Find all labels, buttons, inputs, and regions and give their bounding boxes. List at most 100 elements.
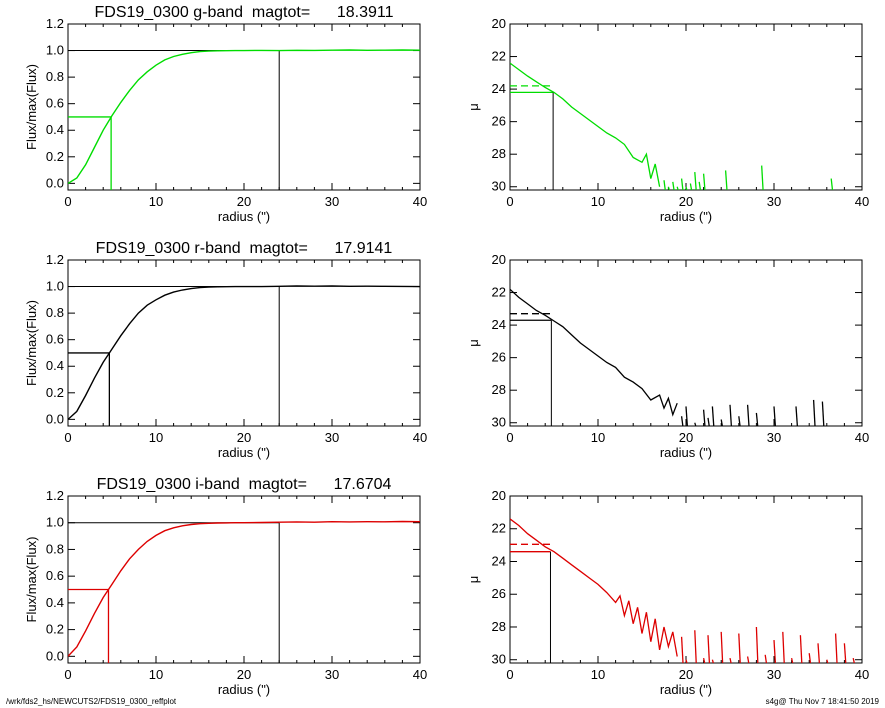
plot-frame	[67, 259, 421, 427]
x-axis-label: radius (")	[218, 445, 270, 460]
plot-area	[68, 520, 420, 663]
y-tick-label: 0.2	[46, 385, 64, 400]
x-tick-label: 0	[506, 667, 513, 682]
x-tick-label: 20	[237, 430, 251, 445]
profile-noise-segment	[755, 412, 759, 426]
footer-stamp: s4g@ Thu Nov 7 18:41:50 2019	[765, 697, 879, 706]
profile-noise-segment	[764, 654, 768, 663]
profile-noise-segment	[680, 636, 684, 663]
profile-noise-segment	[711, 659, 715, 663]
profile-noise-segment	[830, 178, 834, 190]
x-tick-label: 0	[64, 667, 71, 682]
profile-noise-segment	[738, 416, 741, 426]
x-tick-label: 0	[64, 194, 71, 209]
profile-noise-segment	[694, 630, 697, 663]
surface-brightness-profile	[510, 288, 678, 417]
x-axis-label: radius (")	[218, 209, 270, 224]
profile-noise-segment	[746, 404, 750, 426]
y-tick-label: 0.8	[46, 305, 64, 320]
profile-noise-segment	[773, 640, 777, 663]
x-tick-label: 40	[413, 430, 427, 445]
plot-area	[68, 285, 420, 426]
profile-noise-segment	[852, 657, 855, 663]
panel-profile-r: 0 10 20 30 40 20 22 24 26 28 30 radius (") μ	[466, 252, 869, 460]
y-tick-label: 0.4	[46, 122, 64, 137]
x-tick-label: 10	[149, 430, 163, 445]
profile-noise-segment	[663, 180, 666, 190]
profile-noise-segment	[799, 635, 803, 663]
profile-noise-segment	[702, 409, 706, 426]
x-tick-label: 40	[855, 667, 869, 682]
x-tick-label: 40	[855, 194, 869, 209]
profile-noise-segment	[782, 631, 785, 663]
profile-noise-segment	[702, 657, 706, 663]
y-tick-label: 26	[492, 114, 506, 129]
y-tick-label: 24	[492, 81, 506, 96]
profile-noise-segment	[694, 422, 697, 426]
y-tick-label: 0.2	[46, 622, 64, 637]
profile-noise-segment	[817, 643, 821, 663]
x-axis-label: radius (")	[660, 682, 712, 697]
x-tick-label: 20	[679, 667, 693, 682]
y-tick-label: 20	[492, 252, 506, 267]
x-tick-label: 20	[679, 194, 693, 209]
profile-noise-segment	[795, 406, 799, 426]
y-tick-label: 22	[492, 521, 506, 536]
x-tick-label: 10	[591, 667, 605, 682]
x-tick-label: 40	[413, 667, 427, 682]
panel-title: FDS19_0300 r-band magtot= 17.9141	[96, 240, 393, 257]
profile-noise-segment	[702, 173, 706, 190]
profile-noise-segment	[672, 181, 675, 190]
y-tick-label: 0.8	[46, 69, 64, 84]
plot-frame	[509, 23, 863, 191]
y-tick-label: 1.0	[46, 43, 64, 58]
panel-profile-i: 0 10 20 30 40 20 22 24 26 28 30 radius (") μ	[466, 488, 869, 697]
profile-noise-segment	[694, 172, 697, 190]
plot-area	[510, 288, 825, 426]
profile-noise-segment	[676, 186, 679, 190]
growth-curve	[68, 49, 420, 184]
x-axis-label: radius (")	[218, 682, 270, 697]
x-tick-label: 10	[591, 194, 605, 209]
profile-noise-segment	[746, 656, 750, 663]
y-tick-label: 30	[492, 652, 506, 667]
profile-noise-segment	[667, 186, 671, 190]
y-tick-label: 22	[492, 49, 506, 64]
surface-brightness-profile	[510, 518, 678, 657]
y-tick-label: 1.2	[46, 16, 64, 31]
profile-noise-segment	[738, 633, 741, 663]
panel-growth-i: 0 10 20 30 40 0.0 0.2 0.4 0.6 0.8 1.0 1.2 radius (")…	[24, 476, 427, 697]
x-tick-label: 0	[64, 430, 71, 445]
x-tick-label: 20	[237, 194, 251, 209]
profile-noise-segment	[812, 399, 816, 426]
x-tick-label: 10	[149, 194, 163, 209]
profile-noise-segment	[729, 404, 733, 426]
y-tick-label: 0.0	[46, 648, 64, 663]
profile-noise-segment	[808, 653, 812, 663]
panel-growth-r: 0 10 20 30 40 0.0 0.2 0.4 0.6 0.8 1.0 1.2 radius (")…	[24, 240, 427, 460]
profile-noise-segment	[821, 401, 825, 426]
profile-noise-segment	[720, 631, 724, 663]
y-tick-label: 26	[492, 586, 506, 601]
y-tick-label: 1.2	[46, 488, 64, 503]
profile-noise-segment	[680, 416, 684, 426]
y-tick-label: 28	[492, 619, 506, 634]
y-axis-label: μ	[466, 339, 481, 347]
x-tick-label: 30	[325, 667, 339, 682]
y-tick-label: 0.2	[46, 149, 64, 164]
growth-curve	[68, 285, 420, 420]
x-axis-label: radius (")	[660, 445, 712, 460]
plot-area	[68, 49, 420, 190]
x-tick-label: 0	[506, 430, 513, 445]
profile-noise-segment	[843, 643, 847, 663]
x-tick-label: 30	[767, 194, 781, 209]
surface-brightness-profile	[510, 62, 661, 187]
y-tick-label: 0.6	[46, 332, 64, 347]
growth-curve	[68, 520, 420, 657]
profile-noise-segment	[685, 406, 689, 426]
y-tick-label: 1.0	[46, 279, 64, 294]
y-axis-label: μ	[466, 103, 481, 111]
profile-noise-segment	[724, 170, 728, 190]
plot-frame	[509, 495, 863, 664]
